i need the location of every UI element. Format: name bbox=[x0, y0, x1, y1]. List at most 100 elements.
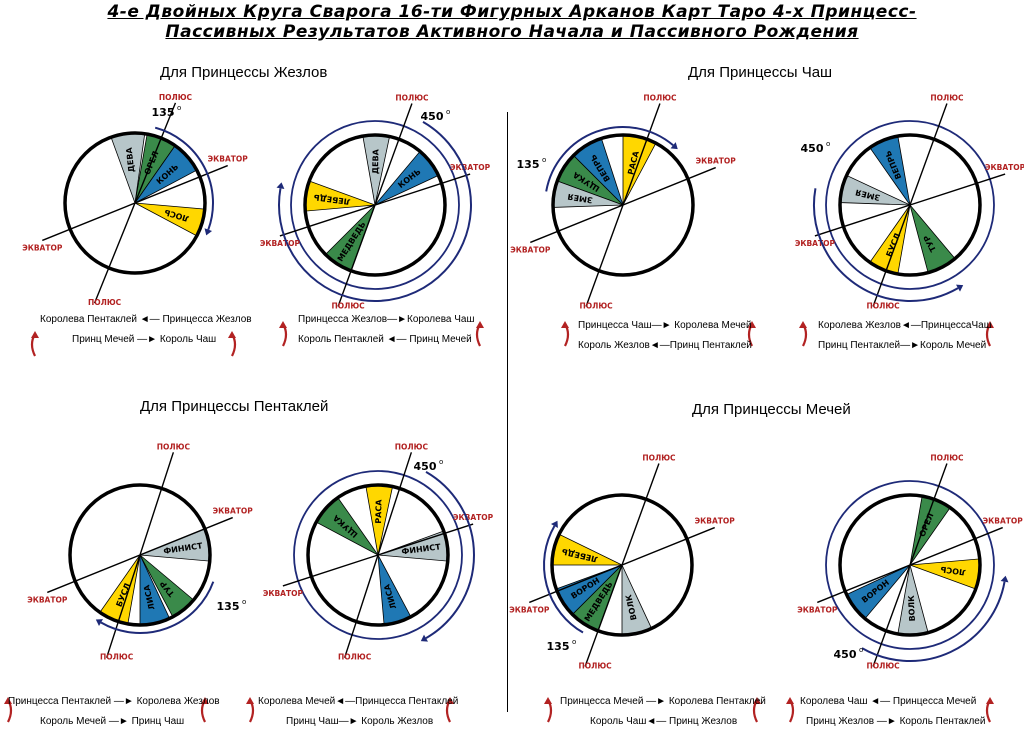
pole-label-bottom-1: ПОЛЮС bbox=[331, 301, 365, 310]
equator-label-left-1: ЭКВАТОР bbox=[260, 239, 301, 248]
equator-label-left-6: ЭКВАТОР bbox=[509, 605, 550, 614]
angle-label-7: 450 bbox=[834, 648, 857, 661]
sector-label-5-1: РАСА bbox=[374, 499, 383, 524]
quadrant-title-wands: Для Принцессы Жезлов bbox=[160, 64, 328, 81]
main-circle-0 bbox=[63, 131, 207, 275]
pole-label-top-2: ПОЛЮС bbox=[643, 94, 677, 103]
equator-axis-4 bbox=[47, 516, 233, 594]
caption-0-line-1: Королева Пентаклей ◄— Принцесса Жезлов bbox=[40, 314, 252, 325]
equator-label-right-3: ЭКВАТОР bbox=[985, 163, 1024, 172]
equator-label-right-7: ЭКВАТОР bbox=[983, 517, 1024, 526]
sector-7-0 bbox=[909, 495, 951, 566]
pole-label-bottom-2: ПОЛЮС bbox=[579, 301, 613, 310]
svarog-circle-1: ДЕВАКОНЬЛЕБЕДЬМЕДВЕДЬПОЛЮСПОЛЮСЭКВАТОРЭК… bbox=[260, 94, 491, 347]
degree-mark-0: o bbox=[177, 104, 181, 112]
red-cycle-arrowhead-7-1 bbox=[986, 697, 994, 704]
red-cycle-arrowhead-1-1 bbox=[476, 321, 484, 328]
red-cycle-arrowhead-4-1 bbox=[201, 697, 209, 704]
red-cycle-arrowhead-5-1 bbox=[446, 697, 454, 704]
pole-label-top-5: ПОЛЮС bbox=[395, 442, 429, 451]
rotation-arrowhead-6 bbox=[550, 520, 558, 528]
outer-ring-1 bbox=[290, 120, 460, 290]
rotation-arc-5 bbox=[425, 470, 475, 640]
rotation-arrowhead-0 bbox=[204, 228, 213, 236]
red-cycle-arrowhead-6-1 bbox=[753, 697, 761, 704]
rotation-arc-6 bbox=[543, 525, 584, 634]
rotation-arc-7 bbox=[861, 581, 1006, 662]
pole-label-bottom-6: ПОЛЮС bbox=[578, 661, 612, 670]
main-circle-4 bbox=[68, 483, 212, 627]
equator-axis-6 bbox=[529, 526, 715, 604]
sector-label-7-1: ЛОСЬ bbox=[940, 565, 966, 577]
equator-axis-7 bbox=[817, 526, 1003, 604]
red-cycle-arrowhead-5-0 bbox=[246, 697, 254, 704]
caption-7-line-2: Принц Жезлов —► Король Пентаклей bbox=[806, 716, 986, 727]
equator-label-right-2: ЭКВАТОР bbox=[696, 157, 737, 166]
equator-axis-5 bbox=[282, 523, 474, 587]
angle-label-6: 135 bbox=[547, 640, 570, 653]
caption-2-line-2: Король Жезлов◄—Принц Пентаклей bbox=[578, 340, 752, 351]
caption-3-line-2: Принц Пентаклей—►Король Мечей bbox=[818, 340, 987, 351]
degree-mark-2: o bbox=[542, 156, 546, 164]
red-cycle-arrowhead-2-1 bbox=[748, 321, 756, 328]
equator-label-left-0: ЭКВАТОР bbox=[22, 243, 63, 252]
equator-axis-2 bbox=[530, 166, 716, 244]
pole-label-bottom-3: ПОЛЮС bbox=[866, 301, 900, 310]
angle-label-1: 450 bbox=[421, 110, 444, 123]
red-cycle-arrowhead-0-0 bbox=[31, 331, 39, 338]
pole-label-bottom-0: ПОЛЮС bbox=[88, 298, 122, 307]
pole-label-top-1: ПОЛЮС bbox=[395, 94, 429, 103]
equator-label-left-3: ЭКВАТОР bbox=[795, 239, 836, 248]
angle-label-0: 135 bbox=[152, 106, 175, 119]
red-cycle-arrowhead-6-0 bbox=[544, 697, 552, 704]
caption-2-line-1: Принцесса Чаш—► Королева Мечей bbox=[578, 320, 752, 331]
pole-label-bottom-7: ПОЛЮС bbox=[866, 661, 900, 670]
main-circle-2 bbox=[551, 133, 695, 277]
main-circle-1 bbox=[303, 133, 447, 277]
rotation-arc-0 bbox=[154, 126, 214, 231]
main-circle-6 bbox=[550, 493, 694, 637]
red-cycle-arrowhead-4-0 bbox=[4, 697, 12, 704]
pole-label-bottom-4: ПОЛЮС bbox=[100, 653, 134, 662]
degree-mark-7: o bbox=[859, 646, 863, 654]
caption-5-line-2: Принц Чаш—► Король Жезлов bbox=[286, 716, 434, 727]
equator-label-right-0: ЭКВАТОР bbox=[208, 155, 249, 164]
equator-label-left-7: ЭКВАТОР bbox=[797, 605, 838, 614]
caption-4-line-2: Король Мечей —► Принц Чаш bbox=[40, 716, 185, 727]
rotation-arc-3 bbox=[813, 188, 959, 302]
degree-mark-4: o bbox=[242, 598, 246, 606]
caption-6-line-2: Король Чаш◄— Принц Жезлов bbox=[590, 716, 738, 727]
red-cycle-arrowhead-1-0 bbox=[279, 321, 287, 328]
red-cycle-arrowhead-3-1 bbox=[986, 321, 994, 328]
red-cycle-arrowhead-3-0 bbox=[799, 321, 807, 328]
caption-1-line-1: Принцесса Жезлов—►Королева Чаш bbox=[298, 314, 475, 325]
degree-mark-5: o bbox=[439, 458, 443, 466]
pole-label-top-3: ПОЛЮС bbox=[930, 94, 964, 103]
equator-label-right-5: ЭКВАТОР bbox=[453, 513, 494, 522]
quadrant-divider bbox=[507, 112, 508, 712]
main-circle-5 bbox=[306, 483, 450, 627]
quadrant-title-cups: Для Принцессы Чаш bbox=[688, 64, 833, 81]
angle-label-4: 135 bbox=[217, 600, 240, 613]
red-cycle-arrowhead-0-1 bbox=[228, 331, 236, 338]
sector-0-3 bbox=[134, 202, 206, 237]
red-cycle-arrowhead-7-0 bbox=[786, 697, 794, 704]
svarog-circle-2: ВЕПРЬЩУКАРАСАЗМЕЯПОЛЮСПОЛЮСЭКВАТОРЭКВАТО… bbox=[510, 94, 756, 347]
rotation-arc-2 bbox=[545, 126, 674, 192]
rotation-arrowhead-3 bbox=[956, 284, 964, 292]
outer-ring-5 bbox=[293, 470, 463, 640]
sector-label-0-0: ДЕВА bbox=[125, 146, 137, 172]
degree-mark-6: o bbox=[572, 638, 576, 646]
pole-label-bottom-5: ПОЛЮС bbox=[338, 653, 372, 662]
degree-mark-1: o bbox=[446, 108, 450, 116]
equator-label-left-2: ЭКВАТОР bbox=[510, 245, 551, 254]
pole-label-top-4: ПОЛЮС bbox=[157, 442, 191, 451]
caption-0-line-2: Принц Мечей —► Король Чаш bbox=[72, 334, 217, 345]
equator-axis-0 bbox=[42, 164, 228, 242]
caption-5-line-1: Королева Мечей◄—Принцесса Пентаклей bbox=[258, 696, 459, 707]
svarog-circle-7: ОРЕЛЛОСЬВОРОНВОЛКПОЛЮСПОЛЮСЭКВАТОРЭКВАТО… bbox=[786, 454, 1024, 723]
rotation-arrowhead-7 bbox=[1000, 575, 1009, 583]
sector-label-7-3: ВОЛК bbox=[907, 595, 917, 622]
